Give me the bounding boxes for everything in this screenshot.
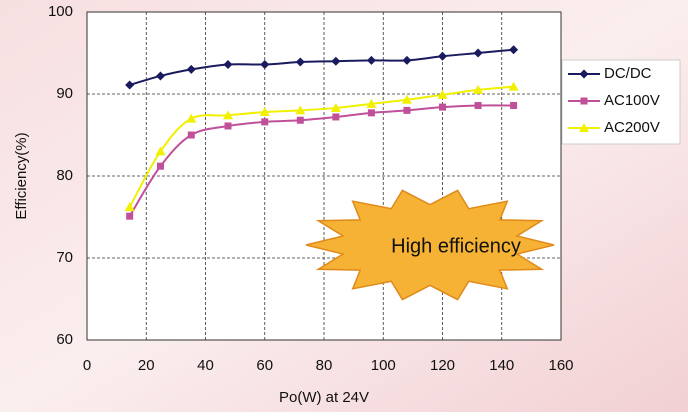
x-tick-label: 60: [256, 357, 273, 374]
y-tick-label: 60: [56, 331, 73, 348]
marker: [261, 118, 269, 126]
x-tick-label: 120: [430, 357, 455, 374]
marker: [155, 71, 165, 81]
y-tick-label: 80: [56, 167, 73, 184]
y-tick-label: 90: [56, 85, 73, 102]
x-tick-label: 80: [316, 357, 333, 374]
marker: [403, 106, 411, 114]
marker: [295, 105, 306, 115]
marker: [332, 113, 340, 121]
legend-marker: [579, 69, 589, 79]
marker: [187, 131, 195, 139]
marker: [508, 81, 519, 91]
marker: [439, 103, 446, 111]
marker: [260, 59, 270, 69]
marker: [186, 113, 197, 123]
y-axis-title: Efficiency(%): [13, 132, 30, 219]
marker: [509, 45, 519, 55]
marker: [366, 98, 377, 108]
marker: [473, 84, 484, 94]
marker: [224, 122, 232, 130]
series-layer: [124, 45, 519, 220]
starburst: [305, 189, 555, 301]
marker: [402, 55, 412, 65]
marker: [330, 102, 341, 112]
marker: [367, 109, 375, 117]
marker: [437, 89, 448, 99]
legend-marker: [579, 123, 589, 132]
y-tick-label: 70: [56, 249, 73, 266]
marker: [474, 101, 482, 109]
marker: [186, 64, 196, 74]
legend-label: AC200V: [604, 119, 660, 136]
marker: [510, 101, 518, 109]
x-tick-label: 140: [489, 357, 514, 374]
legend-label: AC100V: [604, 92, 660, 109]
legend-marker: [580, 97, 588, 105]
marker: [156, 162, 164, 170]
x-tick-label: 0: [83, 357, 91, 374]
marker: [126, 212, 134, 220]
x-tick-label: 20: [138, 357, 155, 374]
marker: [331, 56, 341, 66]
marker: [473, 48, 483, 58]
marker: [401, 94, 412, 104]
annotation: High efficiency: [391, 235, 521, 257]
x-tick-label: 160: [548, 357, 573, 374]
marker: [296, 116, 304, 124]
marker: [124, 202, 135, 212]
legend-label: DC/DC: [604, 65, 652, 82]
marker: [259, 107, 270, 117]
marker: [223, 110, 234, 120]
x-axis-title: Po(W) at 24V: [279, 389, 369, 406]
x-tick-label: 100: [371, 357, 396, 374]
marker: [125, 80, 135, 90]
x-tick-label: 40: [197, 357, 214, 374]
marker: [438, 51, 447, 61]
marker: [366, 55, 376, 65]
marker: [295, 57, 305, 67]
marker: [223, 59, 233, 69]
marker: [155, 146, 166, 156]
y-tick-label: 100: [48, 3, 73, 20]
